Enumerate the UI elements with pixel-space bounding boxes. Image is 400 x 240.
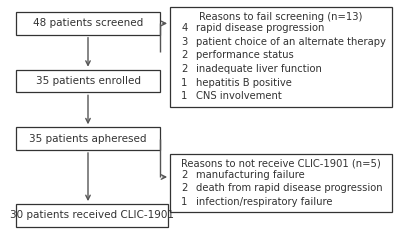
Bar: [16, 204, 168, 227]
Text: 2: 2: [181, 50, 188, 60]
Text: 35 patients enrolled: 35 patients enrolled: [36, 76, 140, 86]
Text: Reasons to not receive CLIC-1901 (n=5): Reasons to not receive CLIC-1901 (n=5): [181, 159, 381, 169]
Text: performance status: performance status: [196, 50, 294, 60]
Text: Reasons to fail screening (n=13): Reasons to fail screening (n=13): [199, 12, 363, 23]
Bar: [16, 127, 160, 150]
Bar: [16, 12, 160, 35]
Text: 1: 1: [181, 197, 188, 207]
Bar: [170, 7, 392, 107]
Text: 48 patients screened: 48 patients screened: [33, 18, 143, 28]
Text: 2: 2: [181, 183, 188, 193]
Text: patient choice of an alternate therapy: patient choice of an alternate therapy: [196, 37, 386, 47]
Text: 2: 2: [181, 64, 188, 74]
Text: 1: 1: [181, 78, 188, 88]
Text: infection/respiratory failure: infection/respiratory failure: [196, 197, 332, 207]
Text: 3: 3: [181, 37, 188, 47]
Text: death from rapid disease progression: death from rapid disease progression: [196, 183, 383, 193]
Text: 35 patients apheresed: 35 patients apheresed: [29, 134, 147, 144]
Text: 30 patients received CLIC-1901: 30 patients received CLIC-1901: [10, 210, 174, 220]
Text: 2: 2: [181, 170, 188, 180]
Text: CNS involvement: CNS involvement: [196, 91, 282, 101]
Bar: [170, 154, 392, 212]
Text: 1: 1: [181, 91, 188, 101]
Text: inadequate liver function: inadequate liver function: [196, 64, 322, 74]
Text: 4: 4: [181, 23, 188, 33]
Bar: [16, 70, 160, 92]
Text: manufacturing failure: manufacturing failure: [196, 170, 305, 180]
Text: hepatitis B positive: hepatitis B positive: [196, 78, 292, 88]
Text: rapid disease progression: rapid disease progression: [196, 23, 324, 33]
